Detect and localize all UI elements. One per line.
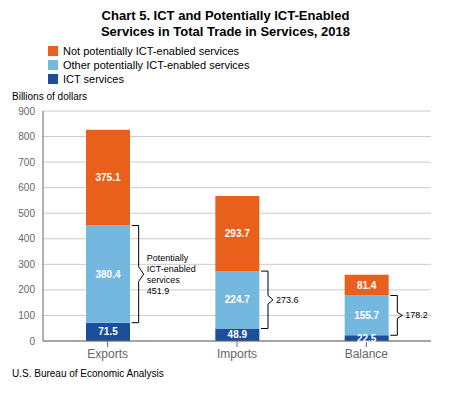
svg-text:224.7: 224.7 [225,294,250,305]
svg-text:155.7: 155.7 [354,310,379,321]
svg-text:81.4: 81.4 [357,280,377,291]
svg-text:273.6: 273.6 [276,295,299,305]
svg-text:Imports: Imports [217,347,257,361]
svg-text:500: 500 [18,208,35,219]
svg-text:Exports: Exports [87,347,128,361]
svg-text:PotentiallyICT-enabledservices: PotentiallyICT-enabledservices451.9 [147,253,196,296]
svg-text:200: 200 [18,284,35,295]
html-text:Other potentially ICT-enabled: Other potentially ICT-enabled services [63,59,250,71]
svg-text:380.4: 380.4 [95,269,120,280]
svg-text:178.2: 178.2 [405,310,428,320]
html-text:Billions of dollars: Billions of dollars [12,91,87,102]
svg-text:0: 0 [29,336,35,347]
svg-text:800: 800 [18,131,35,142]
html-text:Chart 5. ICT and Potentially I: Chart 5. ICT and Potentially ICT-Enabled… [101,8,350,39]
svg-text:Balance: Balance [345,347,389,361]
html-text:ICT services: ICT services [63,73,124,85]
svg-text:400: 400 [18,233,35,244]
html-text:Not potentially ICT-enabled se: Not potentially ICT-enabled services [63,45,240,57]
svg-text:900: 900 [18,106,35,117]
svg-text:48.9: 48.9 [228,329,248,340]
svg-text:71.5: 71.5 [98,326,118,337]
svg-text:375.1: 375.1 [95,172,120,183]
svg-text:700: 700 [18,157,35,168]
svg-text:600: 600 [18,182,35,193]
html-text:U.S. Bureau of Economic Analys: U.S. Bureau of Economic Analysis [12,368,164,379]
svg-text:22.5: 22.5 [357,333,377,344]
svg-text:300: 300 [18,259,35,270]
svg-text:100: 100 [18,310,35,321]
svg-text:293.7: 293.7 [225,228,250,239]
